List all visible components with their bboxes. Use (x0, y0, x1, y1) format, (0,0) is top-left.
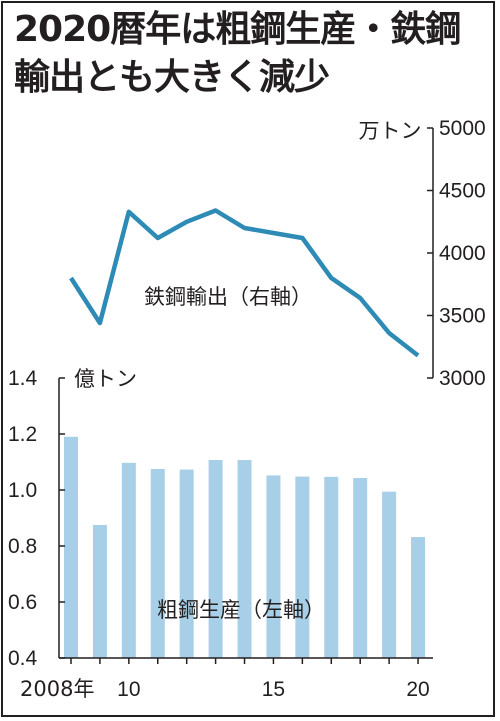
right-tick-label-3000: 3000 (439, 367, 486, 390)
bar-2015 (266, 475, 281, 658)
right-tick-label-3500: 3500 (439, 305, 486, 328)
production-series-label: 粗鋼生産（左軸） (157, 598, 325, 622)
x-tick-label-2008: 2008年 (20, 677, 94, 701)
bar-2008 (64, 436, 78, 658)
bar-2019 (382, 491, 397, 658)
bar-2014 (237, 460, 252, 658)
left-tick-label-1.0: 1.0 (8, 479, 37, 502)
bar-2009 (92, 525, 107, 658)
export-series-label: 鉄鋼輸出（右軸） (144, 285, 312, 309)
x-tick-label-2015: 15 (262, 678, 285, 701)
bar-2016 (295, 476, 310, 658)
bar-2020 (411, 537, 426, 658)
bar-2018 (353, 477, 368, 658)
bar-2013 (208, 460, 223, 658)
chart-title: 2020暦年は粗鋼生産・鉄鋼 輸出とも大きく減少 (14, 6, 484, 102)
axes: 3000 3500 4000 4500 5000 0.4 0.6 0.8 1.0 1.2 1.4 20… (8, 117, 486, 701)
production-bars (64, 436, 426, 658)
right-axis-unit: 万トン (359, 119, 422, 143)
left-axis-unit: 億トン (74, 367, 137, 391)
left-tick-label-1.4: 1.4 (8, 367, 38, 390)
title-line-1: 2020暦年は粗鋼生産・鉄鋼 (14, 9, 461, 50)
bar-2017 (324, 476, 339, 658)
left-tick-label-0.8: 0.8 (8, 535, 37, 558)
x-tick-label-2010: 10 (117, 678, 140, 701)
export-line-layer (69, 208, 420, 358)
left-tick-label-1.2: 1.2 (8, 423, 37, 446)
bar-2010 (121, 462, 136, 658)
right-tick-label-4500: 4500 (439, 180, 486, 203)
export-line (69, 208, 420, 358)
right-tick-label-5000: 5000 (439, 117, 486, 140)
x-tick-label-2020: 20 (406, 678, 429, 701)
right-tick-label-4000: 4000 (439, 242, 486, 265)
left-tick-label-0.6: 0.6 (8, 591, 37, 614)
title-line-2: 輸出とも大きく減少 (14, 57, 330, 98)
left-tick-label-0.4: 0.4 (8, 647, 38, 670)
bar-2011 (150, 469, 165, 658)
bar-2012 (179, 469, 194, 658)
